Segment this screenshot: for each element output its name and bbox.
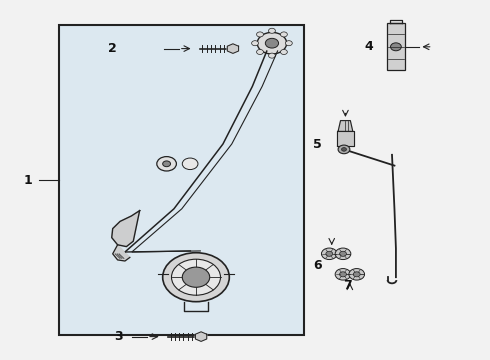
Circle shape <box>182 267 210 287</box>
Polygon shape <box>338 121 353 131</box>
Text: 1: 1 <box>24 174 32 186</box>
Circle shape <box>321 248 337 260</box>
Circle shape <box>285 41 292 46</box>
Polygon shape <box>337 131 354 146</box>
Circle shape <box>340 251 346 256</box>
Circle shape <box>340 272 346 277</box>
Bar <box>387 23 405 70</box>
Polygon shape <box>113 245 130 261</box>
Circle shape <box>257 49 264 54</box>
Bar <box>59 25 304 335</box>
Circle shape <box>349 269 365 280</box>
Text: 3: 3 <box>114 330 123 343</box>
Text: 4: 4 <box>364 40 373 53</box>
Circle shape <box>157 157 176 171</box>
Text: 5: 5 <box>313 138 322 150</box>
Circle shape <box>252 41 259 46</box>
Text: 6: 6 <box>313 259 322 272</box>
Circle shape <box>163 161 171 167</box>
Circle shape <box>257 32 287 54</box>
Circle shape <box>338 145 350 154</box>
Circle shape <box>342 148 346 151</box>
Circle shape <box>353 272 360 277</box>
Circle shape <box>391 43 401 51</box>
Circle shape <box>280 49 287 54</box>
Circle shape <box>182 158 198 170</box>
Circle shape <box>269 53 275 58</box>
Circle shape <box>266 38 278 48</box>
Polygon shape <box>196 332 207 341</box>
Circle shape <box>280 32 287 37</box>
Polygon shape <box>112 211 140 247</box>
Circle shape <box>269 28 275 33</box>
Circle shape <box>257 32 264 37</box>
Text: 2: 2 <box>108 42 117 55</box>
Text: 7: 7 <box>343 279 352 292</box>
Circle shape <box>172 259 220 295</box>
Circle shape <box>326 251 333 256</box>
Circle shape <box>163 253 229 302</box>
Circle shape <box>335 248 351 260</box>
Polygon shape <box>227 44 239 53</box>
Circle shape <box>335 269 351 280</box>
